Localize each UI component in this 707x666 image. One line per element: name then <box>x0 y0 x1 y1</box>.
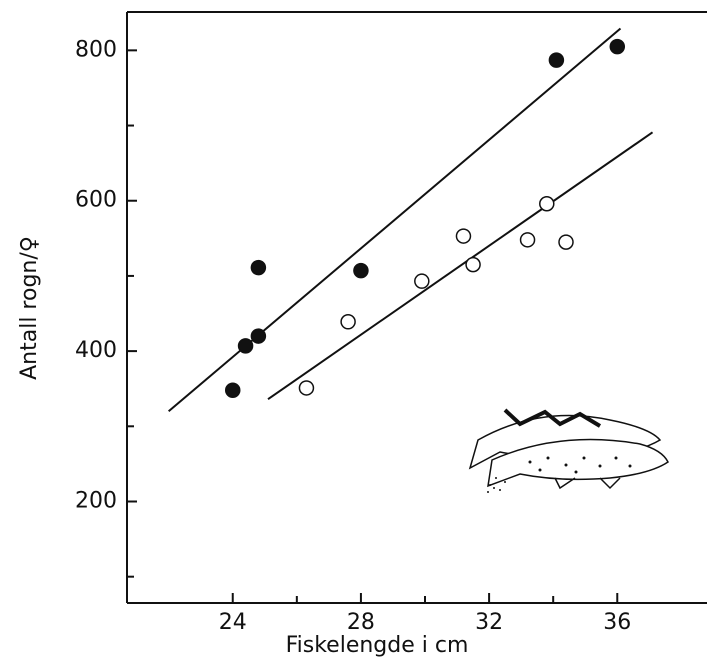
data-point <box>250 328 267 344</box>
data-point <box>519 232 536 248</box>
x-tick-label: 32 <box>475 610 503 635</box>
data-point <box>465 256 481 273</box>
data-point <box>539 195 555 212</box>
data-point <box>353 262 369 279</box>
fish-illustration <box>468 408 669 493</box>
data-point <box>250 259 267 276</box>
x-axis-label: Fiskelengde i cm <box>286 633 469 658</box>
x-tick-label: 28 <box>347 610 375 635</box>
data-point <box>298 380 315 396</box>
y-tick-label: 600 <box>75 188 117 213</box>
data-point <box>237 338 254 354</box>
x-tick-label: 36 <box>603 610 631 635</box>
y-tick-label: 800 <box>75 37 117 62</box>
y-axis-label: Antall rogn/♀ <box>17 236 42 380</box>
data-point <box>609 38 626 55</box>
x-tick-label: 24 <box>219 610 247 635</box>
data-point <box>455 228 472 244</box>
data-point <box>548 52 565 68</box>
fit-line <box>168 27 622 413</box>
data-point <box>558 234 574 250</box>
data-point <box>414 273 430 289</box>
data-point <box>224 382 241 398</box>
data-point <box>340 314 356 330</box>
y-tick-label: 400 <box>75 338 117 363</box>
fit-line <box>267 131 654 401</box>
y-tick-label: 200 <box>75 488 117 513</box>
